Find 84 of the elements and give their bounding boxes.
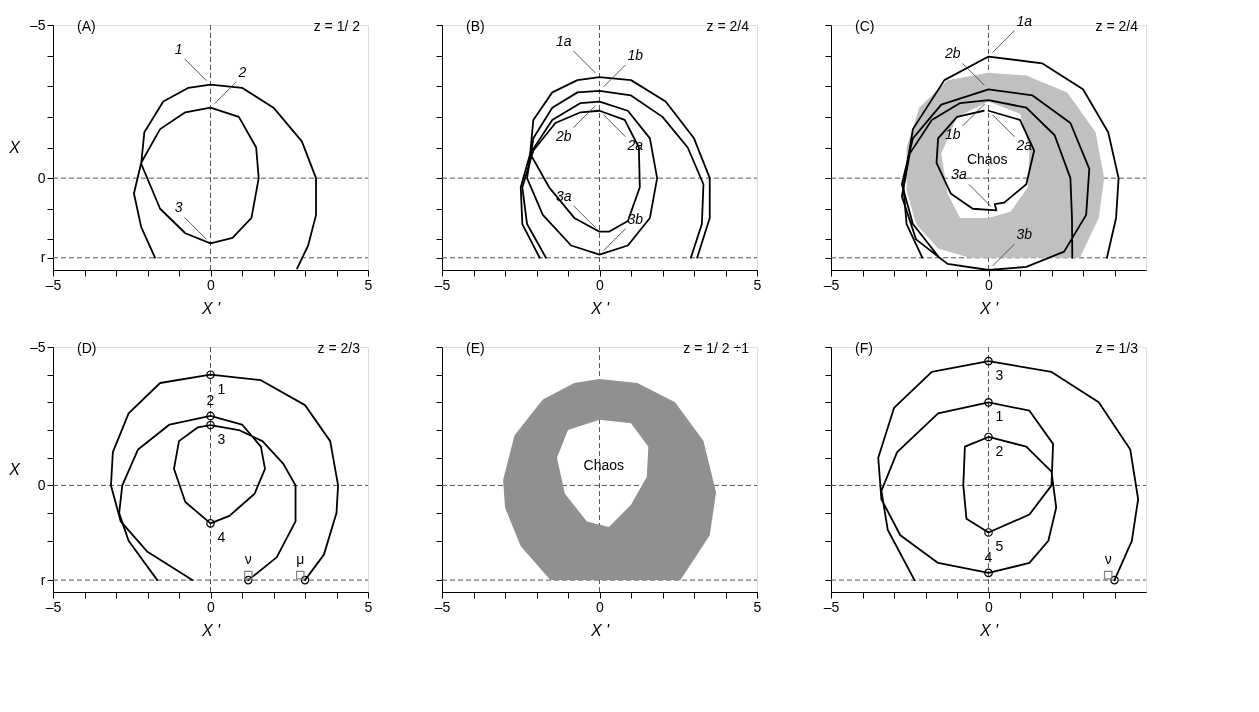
y-tick-label: 0	[37, 476, 46, 493]
annotation: 4	[217, 529, 226, 546]
point	[295, 570, 305, 580]
annotation: 1a	[1016, 12, 1033, 29]
x-tick-label: –5	[823, 276, 840, 293]
chart-title: (D)	[77, 340, 97, 356]
y-axis-title: X	[8, 139, 22, 156]
line-series	[110, 373, 339, 581]
annotation: 2b	[943, 45, 961, 62]
x-tick-label: 5	[753, 276, 762, 293]
point	[206, 370, 215, 379]
annotation: 2	[237, 63, 247, 80]
x-tick-label: 0	[985, 276, 994, 293]
x-tick-label: 5	[364, 598, 373, 615]
point	[243, 570, 253, 580]
chart-title: (C)	[855, 18, 875, 34]
x-axis-title: X '	[978, 299, 1000, 317]
y-tick-label: 0	[37, 169, 46, 186]
x-axis-title: X '	[200, 621, 222, 639]
annotation: 2	[206, 391, 215, 408]
annotation: 4	[984, 548, 993, 565]
annotation: 3	[217, 431, 226, 448]
x-tick-label: 5	[753, 598, 762, 615]
point	[1110, 575, 1119, 585]
x-tick-label: 0	[207, 598, 216, 615]
x-axis-title: X '	[978, 621, 1000, 639]
annotation: 3a	[555, 187, 572, 204]
point	[1103, 570, 1113, 580]
chart-subtitle: z = 1/ 2	[313, 18, 361, 34]
point	[300, 575, 310, 585]
chart-subtitle: z = 2/4	[706, 18, 750, 34]
annotation: 1	[174, 40, 183, 57]
annotation: 1	[995, 408, 1004, 425]
annotation: 1	[217, 380, 226, 397]
point	[206, 420, 215, 430]
point	[984, 398, 993, 407]
chart-title: (E)	[466, 340, 485, 356]
x-tick-label: –5	[823, 598, 840, 615]
annotation: 2b	[554, 127, 572, 144]
series-label: Chaos	[966, 151, 1008, 168]
annotation: 2a	[1015, 136, 1033, 153]
point	[984, 528, 993, 537]
annotation: 2	[995, 442, 1004, 459]
x-tick-label: 0	[207, 276, 216, 293]
x-tick-label: 0	[596, 276, 605, 293]
chart-subtitle: z = 1/3	[1095, 340, 1139, 356]
series-label: Chaos	[583, 456, 625, 473]
chart-subtitle: z = 2/3	[317, 340, 361, 356]
annotation: 3	[174, 199, 183, 216]
point	[984, 432, 993, 442]
annotation: ν	[1104, 551, 1112, 568]
annotation: 1b	[627, 46, 644, 63]
point	[243, 575, 253, 585]
x-axis-title: X '	[589, 299, 611, 317]
y-tick-label: –5	[29, 338, 46, 355]
annotation: ν	[244, 551, 252, 568]
x-tick-label: 0	[985, 598, 994, 615]
y-tick-label: r	[40, 249, 46, 266]
point	[206, 411, 215, 421]
annotation: μ	[296, 551, 305, 568]
y-tick-label: –5	[29, 16, 46, 33]
x-tick-label: 5	[364, 276, 373, 293]
annotation: 3a	[951, 166, 968, 183]
chart-subtitle: z = 2/4	[1095, 18, 1139, 34]
chart-title: (A)	[77, 18, 96, 34]
x-axis-title: X '	[200, 299, 222, 317]
x-tick-label: –5	[434, 598, 451, 615]
x-tick-label: 0	[596, 598, 605, 615]
point	[984, 356, 993, 366]
annotation: 5	[995, 538, 1004, 555]
chart-title: (F)	[855, 340, 873, 356]
chart-title: (B)	[466, 18, 485, 34]
annotation: 3	[995, 367, 1004, 384]
annotation: 3b	[627, 210, 644, 227]
y-axis-title: X	[8, 461, 22, 478]
x-tick-label: –5	[434, 276, 451, 293]
annotation: 1b	[944, 126, 961, 143]
x-axis-title: X '	[589, 621, 611, 639]
point	[206, 519, 215, 528]
annotation: 1a	[555, 33, 572, 50]
annotation: 3b	[1016, 226, 1033, 242]
y-tick-label: r	[40, 571, 46, 588]
point	[984, 568, 993, 578]
chart-subtitle: z = 1/ 2 ÷1	[683, 340, 750, 356]
